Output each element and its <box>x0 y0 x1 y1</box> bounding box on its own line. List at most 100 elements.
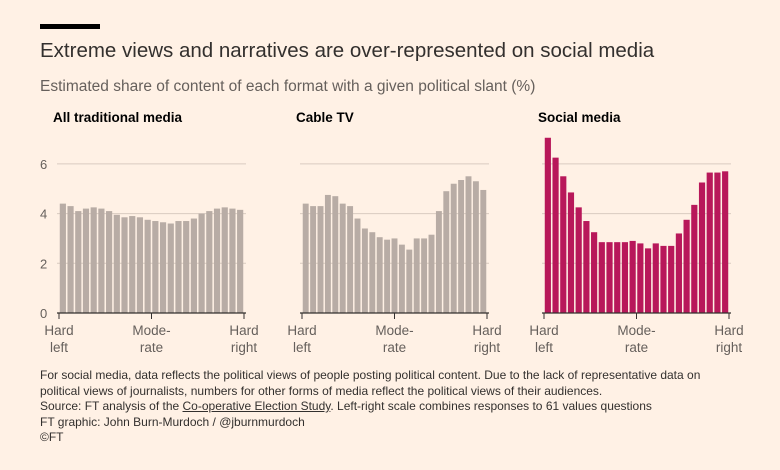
panel-title: Cable TV <box>296 110 354 125</box>
bar <box>183 221 190 313</box>
bar <box>644 248 652 313</box>
bar <box>152 221 159 313</box>
x-tick-label: Hard right <box>229 323 258 355</box>
bar <box>683 219 690 313</box>
bar <box>136 217 144 313</box>
footer-note-line1: For social media, data reflects the poli… <box>40 368 701 382</box>
bar <box>175 221 182 313</box>
bar <box>75 211 82 313</box>
x-tick-label: Hard left <box>529 323 558 355</box>
bar <box>406 249 413 313</box>
bar <box>606 242 613 313</box>
chart-title: Extreme views and narratives are over-re… <box>40 39 655 62</box>
bar <box>369 232 376 313</box>
bar <box>443 191 450 313</box>
source-suffix: . Left-right scale combines responses to… <box>330 399 652 413</box>
bar <box>324 194 331 313</box>
footer-notes: For social media, data reflects the poli… <box>40 368 760 446</box>
bar <box>310 206 317 313</box>
bar <box>560 176 567 313</box>
bar <box>421 238 428 313</box>
bar <box>668 245 675 313</box>
bar <box>113 214 120 313</box>
bar <box>167 223 174 313</box>
bar <box>552 157 559 313</box>
bar <box>698 182 706 313</box>
bar <box>480 189 487 313</box>
bar <box>472 181 479 313</box>
bar <box>339 203 346 313</box>
bar <box>567 192 575 313</box>
bar <box>621 242 629 313</box>
bar <box>317 206 324 313</box>
bar <box>106 211 113 313</box>
bar <box>598 242 605 313</box>
bar <box>376 237 383 313</box>
footer-credit: FT graphic: John Burn-Murdoch / @jburnmu… <box>40 414 305 429</box>
bar <box>465 176 472 313</box>
bar <box>121 217 128 313</box>
bar <box>213 208 221 313</box>
x-tick-label: Hard left <box>287 323 316 355</box>
bar <box>391 238 398 313</box>
bar <box>691 204 698 313</box>
bar <box>347 206 354 313</box>
bar <box>206 211 213 313</box>
bar <box>660 245 667 313</box>
ft-brand-bar <box>40 24 100 29</box>
chart-subtitle: Estimated share of content of each forma… <box>40 78 536 95</box>
bar <box>413 238 420 313</box>
bar <box>82 208 90 313</box>
panel-title: Social media <box>538 110 621 125</box>
footer-note-line2: political views of journalists, numbers … <box>40 383 603 398</box>
source-prefix: Source: FT analysis of the <box>40 399 183 413</box>
bar <box>229 208 236 313</box>
x-tick-label: Mode-rate <box>375 323 413 355</box>
x-tick-label: Hard right <box>714 323 743 355</box>
bar <box>332 196 339 313</box>
y-tick-label: 6 <box>40 157 47 172</box>
bar <box>458 180 465 313</box>
bar <box>59 203 66 313</box>
bar <box>221 207 228 313</box>
bar <box>237 209 244 313</box>
y-tick-label: 4 <box>40 207 47 222</box>
bar <box>629 240 636 313</box>
bar <box>428 234 435 313</box>
bar <box>144 219 151 313</box>
bar <box>98 208 105 313</box>
panel-title: All traditional media <box>53 110 183 125</box>
bar <box>544 137 551 313</box>
bar <box>361 228 368 313</box>
bar <box>652 243 659 313</box>
bar <box>722 171 729 313</box>
bar <box>159 222 167 313</box>
bar <box>398 244 405 313</box>
bar <box>583 221 590 313</box>
bar <box>435 211 442 313</box>
bar <box>450 183 457 313</box>
bar <box>614 242 621 313</box>
bar <box>384 239 391 313</box>
y-tick-label: 0 <box>40 306 47 321</box>
bar <box>575 207 582 313</box>
x-tick-label: Hard left <box>44 323 73 355</box>
bar <box>714 172 721 313</box>
x-tick-label: Hard right <box>472 323 501 355</box>
bar <box>637 243 644 313</box>
bar <box>591 232 598 313</box>
bar <box>198 213 205 313</box>
bar <box>675 233 682 313</box>
bar <box>706 172 713 313</box>
footer-source: Source: FT analysis of the Co-operative … <box>40 399 760 415</box>
bar <box>67 206 74 313</box>
y-tick-label: 2 <box>40 256 47 271</box>
footer-copyright: ©FT <box>40 430 64 444</box>
x-tick-label: Mode-rate <box>617 323 655 355</box>
bar <box>90 207 97 313</box>
x-tick-label: Mode-rate <box>132 323 170 355</box>
bar <box>302 203 309 313</box>
source-link[interactable]: Co-operative Election Study <box>182 399 331 413</box>
bar <box>190 218 197 313</box>
